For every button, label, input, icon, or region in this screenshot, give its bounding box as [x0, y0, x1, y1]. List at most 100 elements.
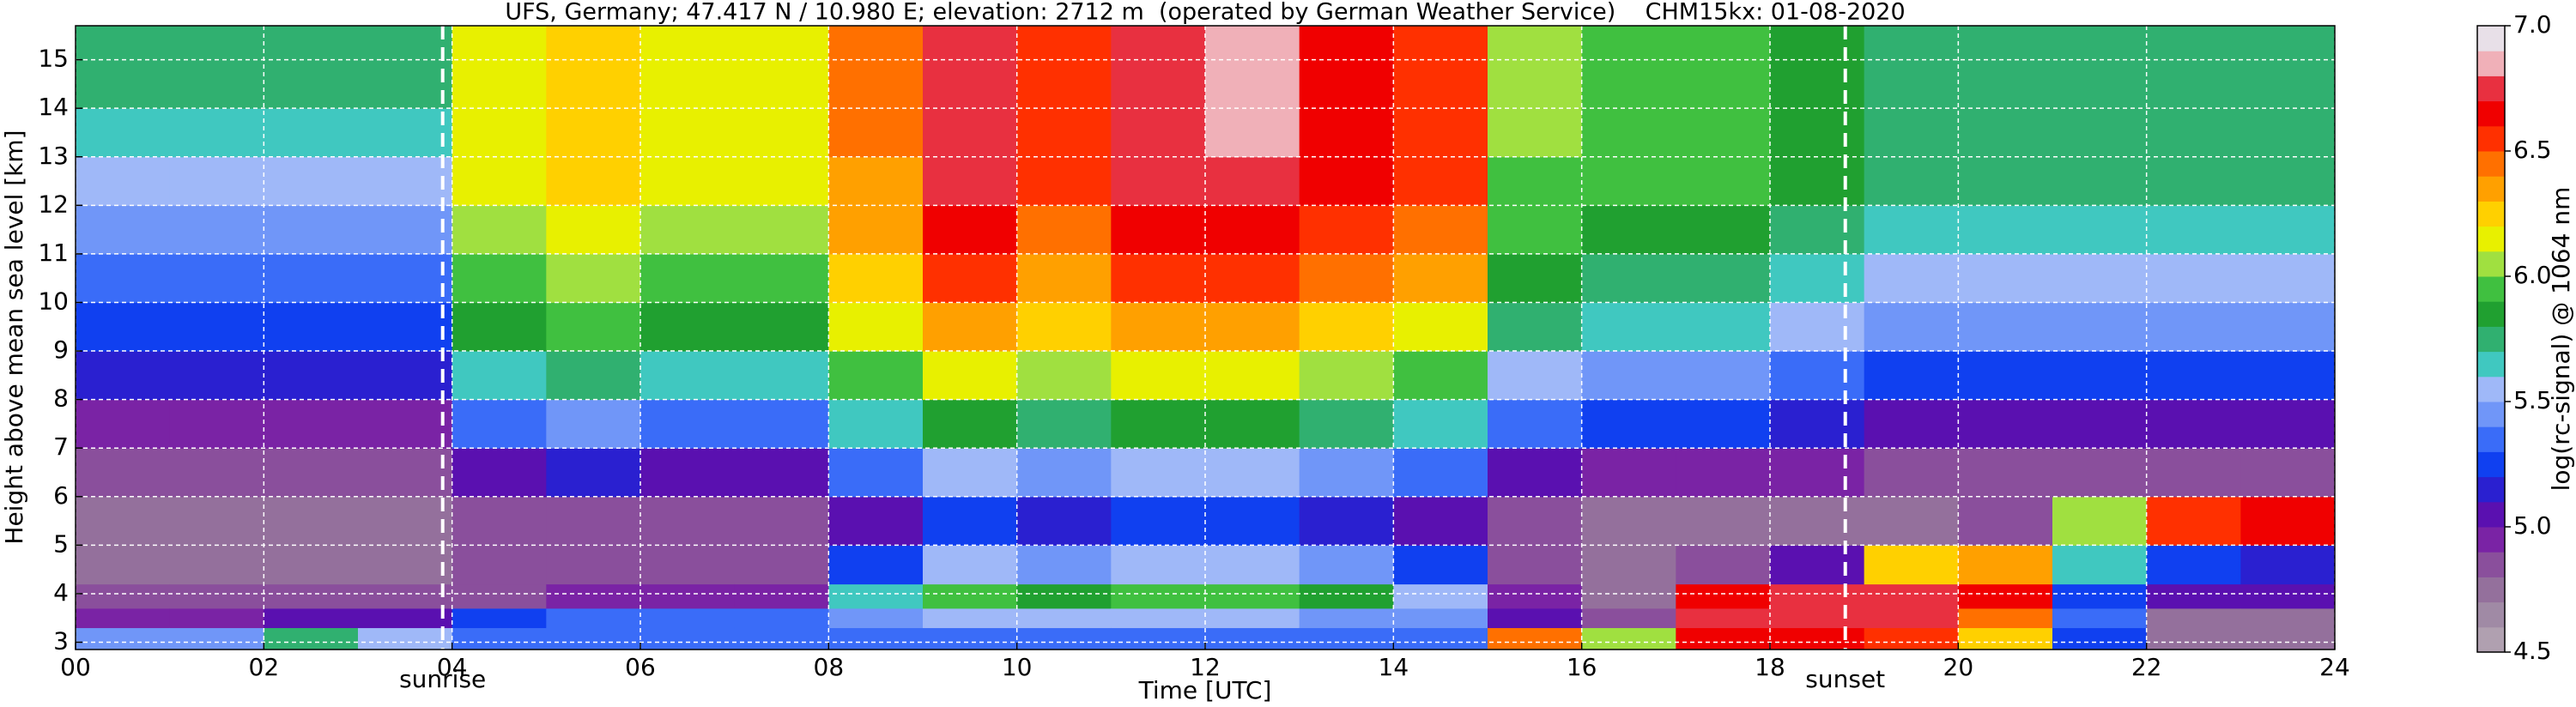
x-tick-label: 06	[625, 653, 656, 681]
heatmap-cell	[2240, 253, 2336, 303]
heatmap-cell	[264, 26, 359, 109]
heatmap-cell	[1958, 545, 2053, 585]
colorbar-swatch	[2477, 201, 2505, 227]
heatmap-cell	[1205, 545, 1300, 585]
heatmap-cell	[923, 351, 1018, 401]
heatmap-cell	[2146, 627, 2241, 650]
colorbar-swatch	[2477, 26, 2505, 51]
heatmap-cell	[169, 205, 264, 255]
heatmap-cell	[264, 399, 359, 449]
colorbar-tick-label: 6.0	[2513, 261, 2552, 289]
heatmap-cell	[358, 607, 453, 629]
heatmap-cell	[358, 627, 453, 650]
heatmap-cell	[1676, 108, 1771, 158]
heatmap-cell	[1111, 205, 1206, 255]
heatmap-cell	[2146, 583, 2241, 609]
heatmap-cell	[1111, 583, 1206, 609]
heatmap-cell	[1016, 545, 1112, 585]
heatmap-cell	[2240, 545, 2336, 585]
heatmap-cell	[1393, 607, 1488, 629]
x-tick-label: 02	[249, 653, 280, 681]
heatmap-cell	[76, 302, 171, 352]
heatmap-cell	[1205, 496, 1300, 546]
y-tick-label: 7	[53, 432, 69, 461]
heatmap-cell	[828, 302, 924, 352]
y-tick-label: 10	[38, 287, 69, 315]
heatmap-cell	[1016, 607, 1112, 629]
heatmap-cell	[923, 627, 1018, 650]
heatmap-cell	[640, 583, 736, 609]
heatmap-cell	[76, 627, 171, 650]
heatmap-cell	[264, 108, 359, 158]
heatmap-cell	[264, 156, 359, 206]
heatmap-cell	[1205, 253, 1300, 303]
heatmap-cell	[1676, 351, 1771, 401]
heatmap-cell	[1488, 108, 1583, 158]
heatmap-cell	[76, 545, 171, 585]
colorbar-swatch	[2477, 301, 2505, 327]
heatmap-cell	[1676, 448, 1771, 498]
heatmap-cell	[264, 545, 359, 585]
heatmap-cell	[1864, 583, 1959, 609]
heatmap-cell	[546, 399, 641, 449]
heatmap-cell	[1958, 253, 2053, 303]
x-tick-label: 24	[2319, 653, 2350, 681]
heatmap-cell	[546, 448, 641, 498]
heatmap-cell	[264, 448, 359, 498]
colorbar-tick-label: 5.5	[2513, 386, 2552, 414]
heatmap-cell	[640, 399, 736, 449]
heatmap-cell	[1864, 156, 1959, 206]
heatmap-cell	[923, 607, 1018, 629]
heatmap-cell	[1864, 302, 1959, 352]
heatmap-cell	[1864, 399, 1959, 449]
heatmap-cell	[1393, 253, 1488, 303]
heatmap-cell	[264, 302, 359, 352]
heatmap-cell	[1581, 205, 1676, 255]
heatmap-cell	[1770, 627, 1865, 650]
heatmap-cell	[1676, 545, 1771, 585]
colorbar-tick-label: 7.0	[2513, 10, 2552, 39]
heatmap-cell	[734, 399, 829, 449]
heatmap-cell	[546, 108, 641, 158]
heatmap-cell	[1676, 496, 1771, 546]
heatmap-cell	[923, 26, 1018, 109]
heatmap-cell	[2052, 156, 2148, 206]
x-tick-label: 18	[1755, 653, 1785, 681]
x-tick-label: 04	[437, 653, 468, 681]
heatmap-cell	[2146, 448, 2241, 498]
heatmap-cell	[1864, 26, 1959, 109]
heatmap-cell	[546, 627, 641, 650]
heatmap-cell	[1676, 627, 1771, 650]
colorbar-swatch	[2477, 151, 2505, 177]
chart-title: UFS, Germany; 47.417 N / 10.980 E; eleva…	[505, 0, 1905, 26]
heatmap-cell	[1864, 607, 1959, 629]
heatmap-cell	[828, 253, 924, 303]
heatmap-cell	[828, 351, 924, 401]
heatmap-cell	[1770, 26, 1865, 109]
heatmap-cell	[1205, 351, 1300, 401]
heatmap-cell	[546, 302, 641, 352]
heatmap-cell	[1770, 583, 1865, 609]
heatmap-cell	[1205, 205, 1300, 255]
heatmap-cell	[1111, 399, 1206, 449]
heatmap-cell	[2052, 448, 2148, 498]
heatmap-cell	[1205, 302, 1300, 352]
heatmap-cell	[828, 607, 924, 629]
heatmap-cell	[169, 496, 264, 546]
heatmap-cell	[546, 156, 641, 206]
heatmap-cell	[452, 448, 547, 498]
heatmap-cell	[1488, 496, 1583, 546]
heatmap-cell	[1958, 26, 2053, 109]
heatmap-cell	[2240, 627, 2336, 650]
heatmap-cell	[2146, 351, 2241, 401]
heatmap-cell	[640, 253, 736, 303]
heatmap-cell	[734, 253, 829, 303]
heatmap-cell	[640, 448, 736, 498]
colorbar-swatch	[2477, 376, 2505, 402]
heatmap-cell	[1205, 607, 1300, 629]
heatmap-cell	[2146, 108, 2241, 158]
colorbar-swatch	[2477, 125, 2505, 152]
heatmap-cell	[923, 399, 1018, 449]
colorbar-swatch	[2477, 276, 2505, 302]
heatmap-cell	[1958, 399, 2053, 449]
